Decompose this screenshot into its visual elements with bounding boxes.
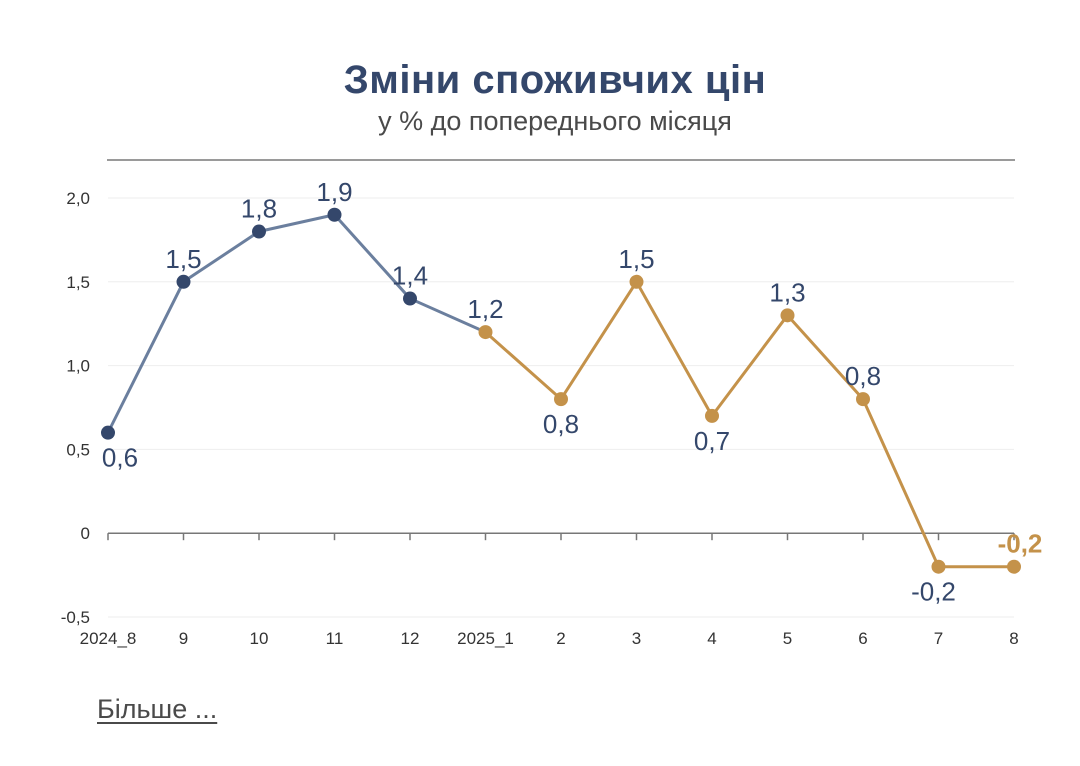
data-label: -0,2 — [911, 577, 956, 607]
x-tick-label: 8 — [1009, 629, 1018, 648]
chart-subtitle: у % до попереднього місяця — [378, 106, 732, 136]
data-point — [252, 224, 266, 239]
chart-title: Зміни споживчих цін — [343, 58, 767, 102]
x-tick-label: 10 — [250, 629, 269, 648]
data-label: 1,3 — [769, 277, 805, 307]
x-tick-label: 2024_8 — [80, 629, 137, 648]
x-tick-label: 3 — [632, 629, 641, 648]
more-link[interactable]: Більше ... — [97, 694, 218, 724]
data-point — [780, 308, 795, 323]
data-label: 1,5 — [165, 244, 201, 274]
series-line — [484, 280, 1014, 569]
data-label: 0,6 — [102, 443, 138, 473]
data-label: -0,2 — [998, 529, 1043, 559]
x-tick-label: 9 — [179, 629, 188, 648]
data-label: 0,8 — [543, 409, 579, 439]
x-tick-label: 2025_1 — [457, 629, 514, 648]
y-tick-label: 0 — [81, 524, 90, 543]
data-label: 0,8 — [845, 361, 881, 391]
x-tick-label: 4 — [707, 629, 716, 648]
x-tick-label: 11 — [326, 629, 344, 648]
y-tick-label: 1,0 — [66, 357, 90, 376]
data-point — [478, 325, 493, 340]
data-label: 1,9 — [316, 177, 352, 207]
x-tick-label: 7 — [934, 629, 943, 648]
data-label: 1,5 — [618, 244, 654, 274]
data-point — [327, 207, 342, 222]
data-point — [176, 274, 191, 289]
y-tick-label: 0,5 — [66, 440, 90, 459]
y-tick-label: 1,5 — [66, 273, 90, 292]
x-tick-label: 12 — [401, 629, 420, 648]
x-tick-label: 5 — [783, 629, 792, 648]
y-tick-label: -0,5 — [61, 608, 90, 627]
title-divider — [107, 159, 1015, 161]
y-tick-label: 2,0 — [66, 189, 90, 208]
data-point — [1007, 559, 1021, 574]
data-point — [101, 425, 115, 440]
x-tick-label: 2 — [556, 629, 565, 648]
series-line — [106, 213, 487, 434]
data-label: 1,8 — [241, 194, 277, 224]
data-label: 1,4 — [392, 261, 428, 291]
data-point — [554, 392, 568, 407]
data-point — [629, 274, 644, 289]
data-label: 1,2 — [467, 294, 503, 324]
data-point — [705, 408, 719, 423]
data-label: 0,7 — [694, 426, 730, 456]
data-point — [856, 392, 870, 407]
data-point — [931, 559, 946, 574]
x-tick-label: 6 — [858, 629, 867, 648]
data-point — [403, 291, 417, 306]
